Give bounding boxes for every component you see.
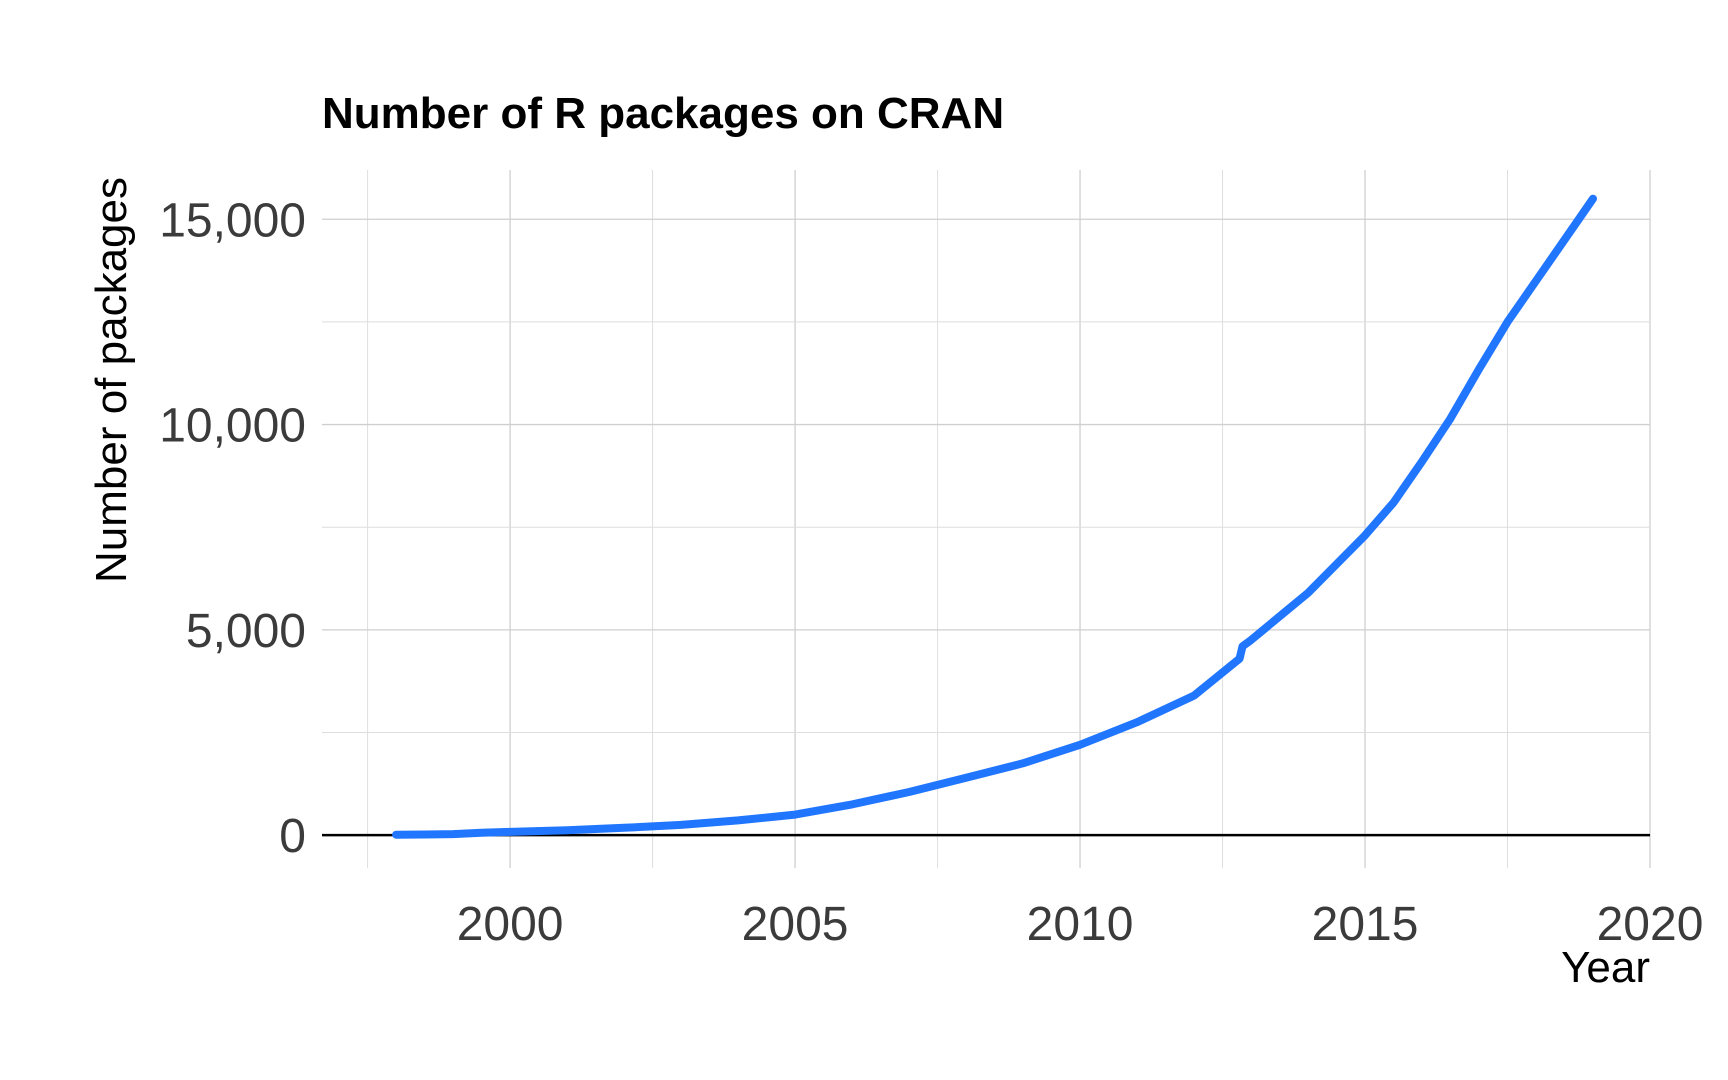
- x-axis-title: Year: [1561, 943, 1650, 992]
- series-line: [392, 194, 1597, 839]
- x-tick-label: 2010: [1027, 898, 1134, 951]
- x-tick-label: 2005: [742, 898, 849, 951]
- y-axis-ticks: 0 5,000 10,000 15,000: [159, 194, 306, 863]
- x-tick-label: 2015: [1312, 898, 1419, 951]
- chart-title: Number of R packages on CRAN: [322, 89, 1004, 138]
- x-axis-ticks: 2000 2005 2010 2015 2020: [457, 898, 1704, 951]
- x-tick-label: 2000: [457, 898, 564, 951]
- y-tick-label: 10,000: [159, 400, 306, 453]
- y-tick-label: 15,000: [159, 194, 306, 247]
- y-tick-label: 5,000: [186, 605, 306, 658]
- y-tick-label: 0: [279, 810, 306, 863]
- x-tick-label: 2020: [1597, 898, 1704, 951]
- y-axis-title: Number of packages: [87, 177, 136, 583]
- gridlines: [322, 170, 1651, 868]
